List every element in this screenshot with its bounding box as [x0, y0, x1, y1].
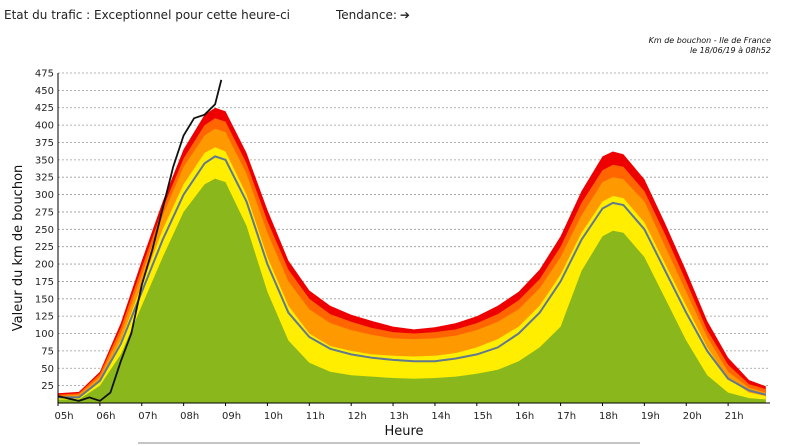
- y-tick-label: 300: [35, 190, 54, 201]
- y-tick-label: 50: [41, 364, 54, 375]
- x-axis-title: Heure: [384, 424, 423, 439]
- y-tick-label: 100: [35, 329, 54, 340]
- y-axis-title: Valeur du km de bouchon: [11, 165, 26, 332]
- curve-lines: [57, 79, 767, 402]
- y-tick-label: 275: [35, 207, 54, 218]
- trend-indicator: Tendance: ➔: [336, 8, 410, 22]
- x-tick-label: 20h: [683, 411, 702, 422]
- y-tick-label: 250: [35, 225, 54, 236]
- y-tick-label: 350: [35, 155, 54, 166]
- x-tick-label: 08h: [180, 411, 199, 422]
- area-bands: [58, 107, 766, 403]
- y-tick-label: 325: [35, 173, 54, 184]
- x-tick-label: 05h: [54, 411, 73, 422]
- y-tick-label: 25: [41, 381, 54, 392]
- y-tick-label: 425: [35, 103, 54, 114]
- x-tick-label: 10h: [264, 411, 283, 422]
- y-tick-label: 150: [35, 294, 54, 305]
- chart-caption: Km de bouchon - Ile de France le 18/06/1…: [531, 36, 771, 56]
- y-tick-label: 375: [35, 138, 54, 149]
- x-tick-label: 06h: [96, 411, 115, 422]
- y-tick-label: 400: [35, 121, 54, 132]
- average-curve: [58, 155, 767, 399]
- caption-date: le 18/06/19 à 08h52: [689, 46, 771, 55]
- axes: [57, 73, 770, 404]
- traffic-status-label: Etat du trafic : Exceptionnel pour cette…: [4, 8, 291, 22]
- y-tick-label: 450: [35, 86, 54, 97]
- y-tick-label: 200: [35, 260, 54, 271]
- x-tick-label: 15h: [473, 411, 492, 422]
- x-tick-label: 21h: [725, 411, 744, 422]
- y-tick-label: 225: [35, 242, 54, 253]
- x-tick-label: 13h: [390, 411, 409, 422]
- x-tick-label: 07h: [138, 411, 157, 422]
- x-tick-label: 09h: [222, 411, 241, 422]
- y-tick-label: 175: [35, 277, 54, 288]
- x-tick-label: 17h: [557, 411, 576, 422]
- caption-title: Km de bouchon - Ile de France: [648, 36, 771, 45]
- arrow-right-icon: ➔: [399, 8, 410, 22]
- x-tick-label: 12h: [348, 411, 367, 422]
- series-area-green-band: [58, 178, 766, 403]
- x-tick-label: 11h: [306, 411, 325, 422]
- trend-label: Tendance:: [336, 8, 397, 22]
- x-tick-label: 14h: [431, 411, 450, 422]
- y-tick-labels: 25 50 75 100 125 150 175 200 225 250 275 300 325 350 3…: [35, 69, 54, 393]
- x-tick-label: 16h: [515, 411, 534, 422]
- x-tick-label: 18h: [599, 411, 618, 422]
- x-tick-labels: 05h 06h 07h 08h 09h 10h 11h 12h 13h 14h 15h 16h 17h 1…: [54, 403, 744, 422]
- today-curve: [57, 79, 223, 402]
- y-tick-label: 75: [41, 346, 54, 357]
- y-tick-label: 475: [35, 69, 54, 80]
- y-tick-label: 125: [35, 312, 54, 323]
- x-tick-label: 19h: [641, 411, 660, 422]
